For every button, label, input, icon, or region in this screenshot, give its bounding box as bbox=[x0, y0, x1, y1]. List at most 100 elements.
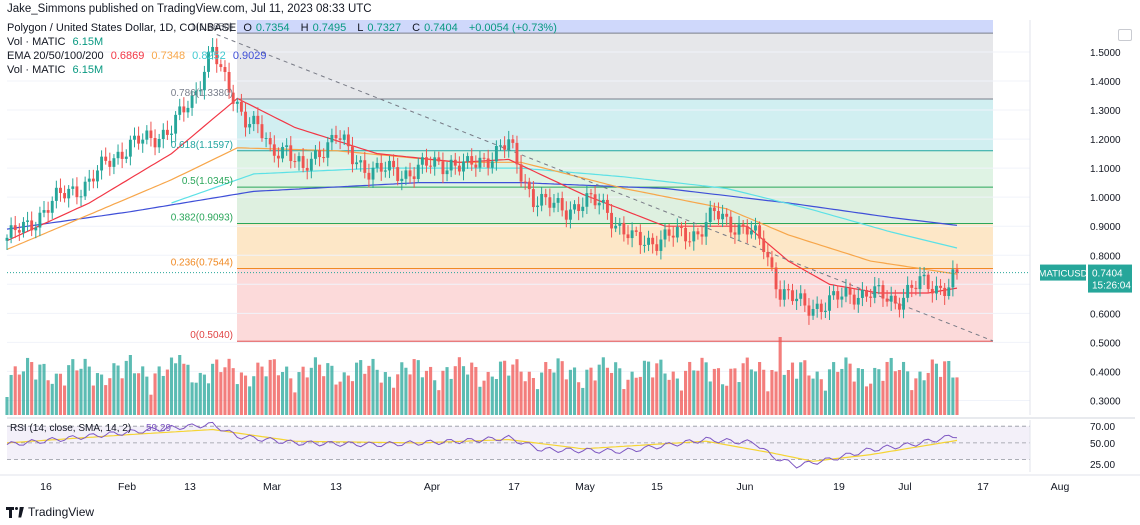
volume-bar bbox=[404, 367, 408, 415]
candle-body bbox=[289, 145, 293, 162]
candle-body bbox=[272, 144, 276, 156]
volume-bar bbox=[692, 370, 696, 415]
fib-band bbox=[237, 187, 993, 224]
volume-bar bbox=[725, 385, 729, 415]
volume-bar bbox=[614, 362, 618, 415]
volume-bar bbox=[914, 378, 918, 415]
symbol-title: Polygon / United States Dollar, 1D, COIN… bbox=[7, 22, 237, 34]
candle-body bbox=[786, 289, 790, 291]
volume-bar bbox=[527, 371, 531, 415]
candle-body bbox=[692, 231, 696, 242]
candle-body bbox=[680, 226, 683, 228]
price-grid bbox=[7, 51, 1030, 401]
candle-body bbox=[754, 225, 757, 231]
time-tick-label: 13 bbox=[184, 481, 196, 493]
volume-bar bbox=[153, 373, 157, 415]
candle-body bbox=[507, 139, 511, 150]
volume-bar bbox=[626, 379, 630, 415]
rsi-legend-label: RSI (14, close, SMA, 14, 2) bbox=[10, 423, 131, 434]
candle-body bbox=[342, 134, 346, 140]
volume-bar bbox=[807, 375, 811, 415]
volume-bar bbox=[100, 374, 104, 415]
candle-body bbox=[634, 230, 638, 232]
volume-bar bbox=[116, 365, 120, 415]
volume-bar bbox=[634, 377, 638, 415]
volume-bar bbox=[346, 375, 350, 415]
volume-bar bbox=[26, 357, 30, 415]
volume-bar bbox=[83, 358, 87, 415]
trendline[interactable] bbox=[216, 34, 994, 342]
volume-value-2: 6.15M bbox=[72, 64, 104, 76]
candle-body bbox=[638, 231, 642, 246]
candle-body bbox=[330, 134, 334, 143]
volume-bar bbox=[655, 363, 659, 415]
volume-bar bbox=[540, 372, 544, 415]
candle-body bbox=[531, 189, 535, 208]
candle-body bbox=[951, 269, 955, 288]
price-tick-label: 0.8000 bbox=[1090, 251, 1121, 262]
candle-body bbox=[581, 206, 585, 212]
candle-body bbox=[285, 145, 289, 147]
ema-legend[interactable]: EMA 20/50/100/200 0.6869 0.7348 0.8252 0… bbox=[7, 50, 271, 62]
candle-body bbox=[355, 162, 359, 165]
tradingview-footer[interactable]: TradingView bbox=[6, 505, 94, 519]
volume-bar bbox=[597, 364, 601, 415]
candle-body bbox=[281, 146, 284, 159]
candle-body bbox=[564, 210, 568, 220]
volume-bar bbox=[317, 364, 322, 415]
volume-bar bbox=[161, 375, 165, 415]
volume-bar bbox=[873, 367, 877, 415]
candle-body bbox=[943, 287, 947, 297]
fibonacci-retracement[interactable] bbox=[237, 20, 993, 342]
candle-body bbox=[926, 274, 930, 289]
candle-body bbox=[161, 129, 165, 140]
volume-bar bbox=[268, 359, 272, 415]
volume-bar bbox=[400, 362, 404, 415]
volume-bar bbox=[416, 360, 420, 415]
volume-bar bbox=[790, 362, 795, 415]
candle-body bbox=[71, 186, 75, 189]
time-axis[interactable]: 16 Feb 13 Mar 13 Apr 17 May 15 Jun 19 Jul 17 Aug bbox=[0, 474, 1140, 493]
candle-body bbox=[737, 224, 741, 235]
chart-canvas[interactable]: 1(1.5650) 0.786(1.3380) 0.618(1.1597) 0.5(1… bbox=[0, 0, 1140, 500]
volume-bar bbox=[50, 383, 54, 415]
volume-bar bbox=[272, 359, 276, 415]
fib-band bbox=[237, 223, 993, 269]
volume-bar bbox=[67, 365, 71, 415]
volume-bar bbox=[848, 363, 852, 415]
candle-body bbox=[573, 204, 576, 210]
volume-bar bbox=[293, 392, 297, 415]
ema200-line bbox=[6, 182, 958, 230]
candle-body bbox=[239, 101, 243, 112]
candle-body bbox=[684, 227, 688, 242]
scale-settings-icon[interactable] bbox=[1118, 29, 1132, 41]
candle-body bbox=[100, 156, 104, 171]
volume-bar bbox=[897, 370, 901, 415]
ema100-value: 0.8252 bbox=[192, 50, 226, 62]
volume-bar bbox=[248, 386, 252, 415]
candle-body bbox=[819, 303, 823, 312]
price-axis[interactable]: 1.5000 1.4000 1.3000 1.2000 1.1000 1.0000 0.90… bbox=[7, 20, 1132, 415]
volume-legend-2[interactable]: Vol · MATIC 6.15M bbox=[7, 64, 107, 76]
volume-bar bbox=[104, 385, 108, 415]
candle-body bbox=[120, 151, 124, 159]
time-tick-label: Apr bbox=[424, 481, 441, 493]
candle-body bbox=[577, 204, 581, 212]
volume-bar bbox=[922, 380, 926, 415]
candle-body bbox=[79, 196, 83, 198]
candle-body bbox=[774, 267, 778, 290]
fib-level-label: 0.236(0.7544) bbox=[171, 258, 233, 269]
candle-body bbox=[877, 285, 881, 287]
volume-bar bbox=[46, 380, 50, 415]
rsi-pane[interactable]: 70.00 50.00 25.00 RSI (14, close, SMA, 14, … bbox=[6, 417, 1135, 472]
candle-body bbox=[235, 101, 239, 104]
candle-body bbox=[712, 207, 716, 212]
volume-bar bbox=[951, 377, 955, 415]
candle-body bbox=[182, 106, 186, 113]
price-tick-label: 1.2000 bbox=[1090, 135, 1121, 146]
symbol-legend[interactable]: Polygon / United States Dollar, 1D, COIN… bbox=[7, 22, 561, 34]
candle-body bbox=[490, 161, 494, 168]
volume-legend[interactable]: Vol · MATIC 6.15M bbox=[7, 36, 107, 48]
candle-body bbox=[449, 159, 453, 171]
volume-bar bbox=[297, 372, 301, 415]
